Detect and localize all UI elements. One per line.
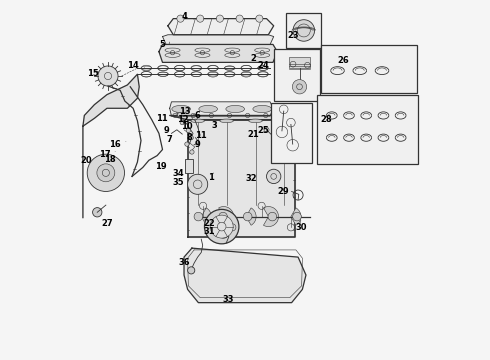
Circle shape: [189, 135, 194, 140]
Circle shape: [216, 15, 223, 22]
Wedge shape: [219, 207, 234, 226]
Circle shape: [293, 20, 315, 41]
Circle shape: [87, 154, 124, 192]
Polygon shape: [163, 35, 274, 44]
Text: 11: 11: [196, 131, 207, 140]
Bar: [271, 103, 312, 163]
Text: 13: 13: [179, 107, 190, 116]
Circle shape: [236, 15, 243, 22]
Text: 27: 27: [101, 219, 113, 228]
Ellipse shape: [220, 119, 233, 123]
Circle shape: [293, 212, 301, 221]
Ellipse shape: [226, 105, 245, 113]
Polygon shape: [184, 248, 306, 303]
Bar: [286, 13, 321, 48]
Circle shape: [196, 15, 204, 22]
Polygon shape: [159, 44, 277, 62]
Text: 17: 17: [99, 150, 111, 159]
Circle shape: [185, 142, 189, 146]
Text: 23: 23: [287, 31, 299, 40]
Circle shape: [190, 150, 194, 154]
Polygon shape: [188, 120, 295, 237]
Text: 9: 9: [163, 126, 169, 135]
Text: 6: 6: [195, 111, 201, 120]
Ellipse shape: [220, 233, 227, 238]
Circle shape: [219, 212, 227, 221]
Text: 11: 11: [156, 114, 168, 123]
Circle shape: [194, 212, 203, 221]
Circle shape: [256, 15, 263, 22]
Ellipse shape: [191, 119, 204, 123]
Ellipse shape: [253, 105, 271, 113]
Text: 36: 36: [179, 258, 191, 267]
Polygon shape: [83, 74, 139, 218]
Text: 8: 8: [187, 133, 193, 142]
Text: 2: 2: [250, 54, 256, 63]
Circle shape: [188, 267, 195, 274]
Text: 25: 25: [258, 126, 270, 135]
Text: 5: 5: [160, 40, 166, 49]
Wedge shape: [201, 208, 211, 225]
Bar: [274, 49, 319, 101]
Wedge shape: [246, 208, 256, 225]
Circle shape: [97, 164, 115, 182]
Bar: [185, 159, 194, 173]
Text: 10: 10: [181, 122, 193, 131]
Circle shape: [186, 129, 191, 133]
Polygon shape: [170, 116, 295, 120]
Text: 20: 20: [80, 156, 92, 165]
Text: 14: 14: [127, 61, 139, 70]
Text: 24: 24: [258, 62, 270, 71]
Wedge shape: [291, 208, 301, 225]
Text: 29: 29: [277, 187, 289, 196]
Text: 16: 16: [110, 140, 122, 149]
Polygon shape: [170, 102, 273, 116]
Circle shape: [177, 113, 182, 117]
Circle shape: [204, 210, 239, 244]
Text: 12: 12: [177, 115, 189, 124]
Circle shape: [267, 169, 281, 184]
Text: 28: 28: [320, 115, 332, 124]
Text: 9: 9: [195, 140, 200, 149]
Text: 19: 19: [155, 162, 166, 171]
Polygon shape: [168, 19, 274, 35]
Ellipse shape: [278, 119, 291, 123]
Circle shape: [268, 212, 277, 221]
Ellipse shape: [172, 105, 191, 113]
Bar: [317, 95, 418, 164]
Circle shape: [244, 212, 252, 221]
Text: 21: 21: [247, 130, 259, 139]
Circle shape: [210, 215, 233, 238]
Text: 18: 18: [104, 155, 116, 164]
Circle shape: [93, 208, 102, 217]
Text: 3: 3: [212, 121, 218, 130]
Circle shape: [98, 66, 118, 86]
Text: 4: 4: [182, 12, 188, 21]
Text: 30: 30: [295, 223, 307, 232]
Text: 35: 35: [172, 178, 184, 187]
Circle shape: [293, 80, 307, 94]
Text: 22: 22: [204, 219, 216, 228]
Text: 15: 15: [87, 69, 99, 78]
Circle shape: [180, 121, 184, 125]
Bar: [289, 57, 310, 68]
Text: 26: 26: [338, 57, 349, 66]
Text: 32: 32: [246, 174, 258, 183]
Text: 34: 34: [172, 169, 184, 178]
Bar: [321, 45, 417, 93]
Text: 7: 7: [167, 135, 172, 144]
Ellipse shape: [199, 105, 218, 113]
Text: 1: 1: [208, 173, 214, 182]
Text: 33: 33: [222, 294, 234, 303]
Ellipse shape: [249, 119, 262, 123]
Text: 31: 31: [204, 228, 216, 237]
Circle shape: [188, 174, 208, 194]
Circle shape: [177, 15, 184, 22]
Wedge shape: [264, 207, 278, 226]
